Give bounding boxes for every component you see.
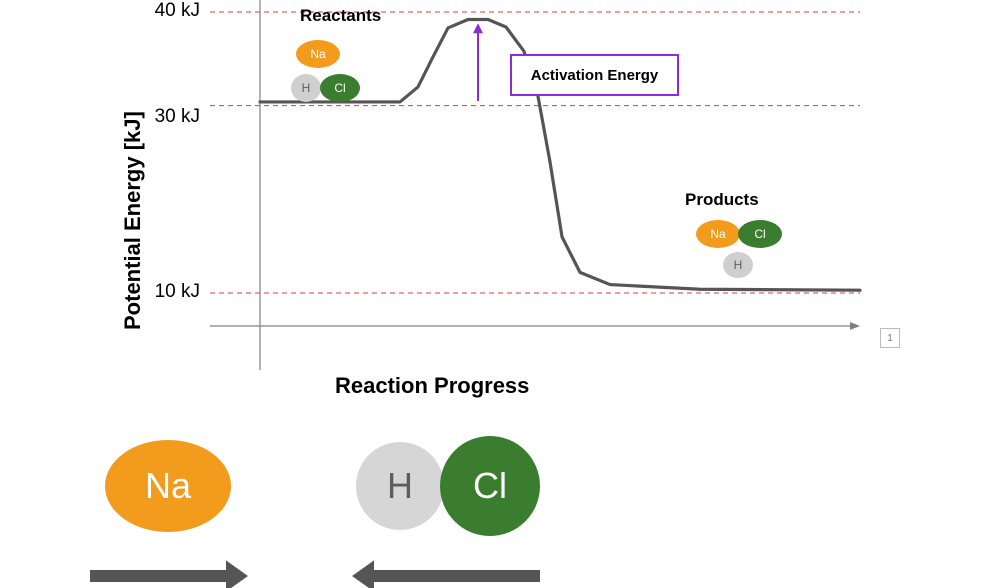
activation-energy-box: Activation Energy	[510, 54, 679, 96]
diagram-stage: Potential Energy [kJ] 40 kJ 30 kJ 10 kJ …	[0, 0, 998, 588]
reactant-atom-h: H	[291, 74, 321, 102]
x-axis-label: Reaction Progress	[335, 373, 529, 399]
big-atom-cl: Cl	[440, 436, 540, 536]
big-atom-na: Na	[105, 440, 231, 532]
reactants-label: Reactants	[300, 6, 381, 26]
ytick-10: 10 kJ	[140, 281, 200, 303]
product-atom-h: H	[723, 252, 753, 278]
product-atom-na: Na	[696, 220, 740, 248]
products-label: Products	[685, 190, 759, 210]
reactant-atom-cl: Cl	[320, 74, 360, 102]
big-atom-h: H	[356, 442, 444, 530]
product-atom-cl: Cl	[738, 220, 782, 248]
reactant-atom-na: Na	[296, 40, 340, 68]
ytick-30: 30 kJ	[140, 106, 200, 128]
slide-number: 1	[880, 328, 900, 348]
ytick-40: 40 kJ	[140, 0, 200, 22]
